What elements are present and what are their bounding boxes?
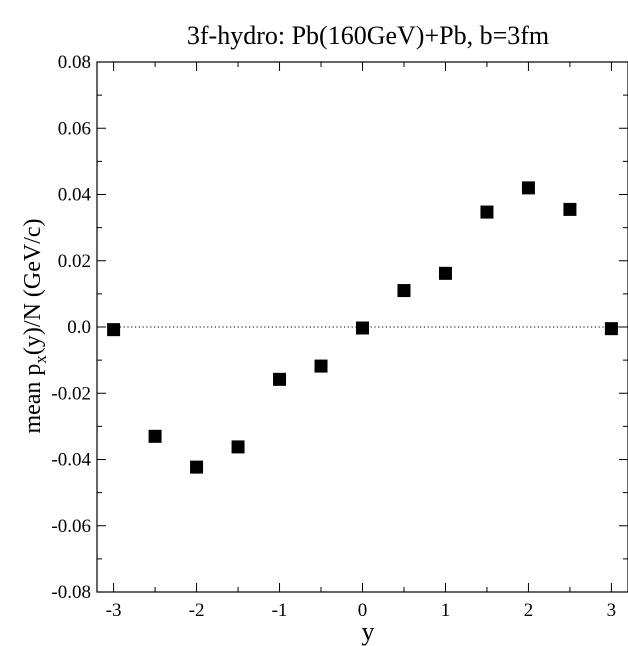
x-tick-label: -3 <box>106 600 122 621</box>
x-tick-label: -2 <box>189 600 205 621</box>
x-tick-label: 3 <box>607 600 617 621</box>
x-tick-label: 1 <box>441 600 451 621</box>
tick-labels: -0.08 -0.06 -0.04 -0.02 0.0 0.02 0.04 0.06 0.08 -… <box>51 52 616 621</box>
y-tick-label: -0.08 <box>51 582 91 603</box>
data-point <box>438 266 452 280</box>
x-tick-label: -1 <box>272 600 288 621</box>
y-tick-label: 0.0 <box>67 317 91 338</box>
data-point <box>604 322 618 336</box>
y-tick-label: -0.04 <box>51 450 91 471</box>
chart-title: 3f-hydro: Pb(160GeV)+Pb, b=3fm <box>187 21 549 50</box>
x-axis-label: y <box>362 617 375 646</box>
data-point <box>273 372 287 386</box>
data-point <box>190 460 204 474</box>
plot-frame <box>96 61 628 593</box>
data-point <box>231 440 245 454</box>
data-point <box>107 323 121 337</box>
y-tick-label: 0.06 <box>58 118 91 139</box>
data-points <box>107 181 618 474</box>
data-point <box>521 181 535 195</box>
data-point <box>148 429 162 443</box>
data-point <box>563 202 577 216</box>
y-tick-label: 0.08 <box>58 52 91 73</box>
y-axis-label: mean px(y)/N (GeV/c) <box>20 218 50 433</box>
x-tick-label: 2 <box>524 600 534 621</box>
x-tick-label: 0 <box>358 600 368 621</box>
axis-ticks <box>97 61 628 593</box>
data-point <box>356 321 369 335</box>
y-tick-label: 0.04 <box>58 185 92 206</box>
data-point <box>314 359 328 373</box>
y-tick-label: 0.02 <box>58 251 91 272</box>
data-point <box>397 284 411 298</box>
y-tick-label: -0.02 <box>51 383 91 404</box>
data-point <box>480 205 494 219</box>
y-tick-label: -0.06 <box>51 516 91 537</box>
